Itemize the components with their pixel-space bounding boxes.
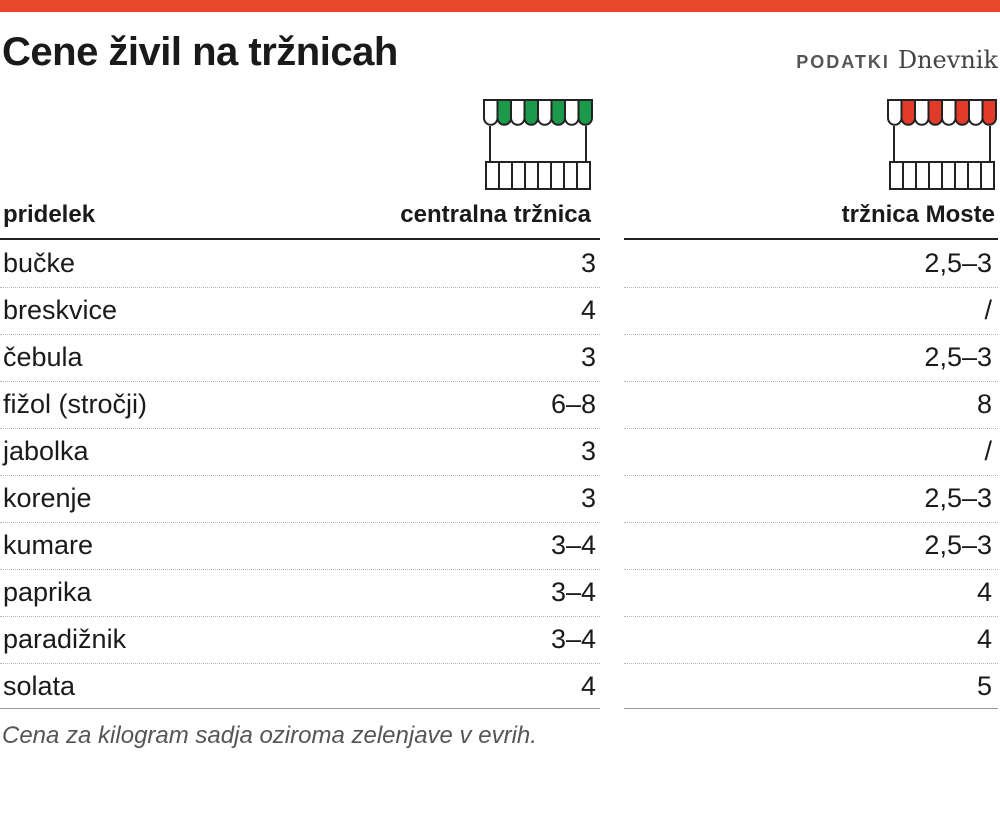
table-row: čebula 3 xyxy=(0,335,600,382)
table-row-moste: 2,5–3 xyxy=(624,241,998,288)
moste-price-cell: 2,5–3 xyxy=(924,248,992,278)
table-row-moste: / xyxy=(624,288,998,335)
central-price-cell: 3 xyxy=(580,483,596,513)
central-price-cell: 3 xyxy=(580,248,596,278)
table-row-moste: 2,5–3 xyxy=(624,523,998,570)
central-price-cell: 3 xyxy=(580,342,596,372)
product-cell: čebula xyxy=(3,342,83,372)
central-price-cell: 3 xyxy=(580,436,596,466)
product-cell: jabolka xyxy=(3,436,89,466)
central-price-cell: 3–4 xyxy=(550,624,596,654)
table-row: solata 4 xyxy=(0,664,600,711)
central-price-cell: 3–4 xyxy=(550,530,596,560)
column-header-central-market: centralna tržnica xyxy=(400,201,591,228)
central-price-cell: 3–4 xyxy=(550,577,596,607)
top-accent-bar xyxy=(0,0,1000,12)
central-price-cell: 6–8 xyxy=(550,389,596,419)
table-row-moste: 4 xyxy=(624,617,998,664)
table-row: jabolka 3 xyxy=(0,429,600,476)
moste-price-cell: 8 xyxy=(976,389,992,419)
table-row-moste: 8 xyxy=(624,382,998,429)
table-row: korenje 3 xyxy=(0,476,600,523)
source-label: PODATKI xyxy=(796,52,890,72)
table-row-moste: / xyxy=(624,429,998,476)
moste-price-cell: / xyxy=(984,295,992,325)
source-credit: PODATKI Dnevnik xyxy=(796,46,998,74)
table-row-moste: 2,5–3 xyxy=(624,476,998,523)
table-row: paradižnik 3–4 xyxy=(0,617,600,664)
central-price-cell: 4 xyxy=(580,671,596,701)
header-rule-right xyxy=(624,238,998,240)
moste-price-cell: 4 xyxy=(976,577,992,607)
product-cell: korenje xyxy=(3,483,92,513)
moste-price-cell: 5 xyxy=(976,671,992,701)
product-cell: solata xyxy=(3,671,76,701)
table-row: breskvice 4 xyxy=(0,288,600,335)
table-row: kumare 3–4 xyxy=(0,523,600,570)
product-cell: bučke xyxy=(3,248,76,278)
product-cell: kumare xyxy=(3,530,94,560)
moste-price-cell: 2,5–3 xyxy=(924,342,992,372)
moste-price-cell: 2,5–3 xyxy=(924,483,992,513)
table-row-moste: 4 xyxy=(624,570,998,617)
product-cell: paradižnik xyxy=(3,624,127,654)
moste-price-cell: / xyxy=(984,436,992,466)
table-row: paprika 3–4 xyxy=(0,570,600,617)
bottom-rule-right xyxy=(624,708,998,709)
product-cell: breskvice xyxy=(3,295,118,325)
table-row: fižol (stročji) 6–8 xyxy=(0,382,600,429)
table-row: bučke 3 xyxy=(0,241,600,288)
table-row-moste: 5 xyxy=(624,664,998,711)
header-rule-left xyxy=(0,238,600,240)
table-row-moste: 2,5–3 xyxy=(624,335,998,382)
market-stall-icon-green xyxy=(483,99,593,190)
bottom-rule-left xyxy=(0,708,600,709)
column-header-product: pridelek xyxy=(3,201,96,228)
product-cell: paprika xyxy=(3,577,92,607)
central-price-cell: 4 xyxy=(580,295,596,325)
footnote: Cena za kilogram sadja oziroma zelenjave… xyxy=(2,722,537,749)
market-stall-icon-red xyxy=(887,99,997,190)
moste-price-cell: 4 xyxy=(976,624,992,654)
moste-price-cell: 2,5–3 xyxy=(924,530,992,560)
column-header-moste-market: tržnica Moste xyxy=(841,201,995,228)
source-brand: Dnevnik xyxy=(897,46,998,74)
page-title: Cene živil na tržnicah xyxy=(2,30,398,74)
product-cell: fižol (stročji) xyxy=(3,389,148,419)
